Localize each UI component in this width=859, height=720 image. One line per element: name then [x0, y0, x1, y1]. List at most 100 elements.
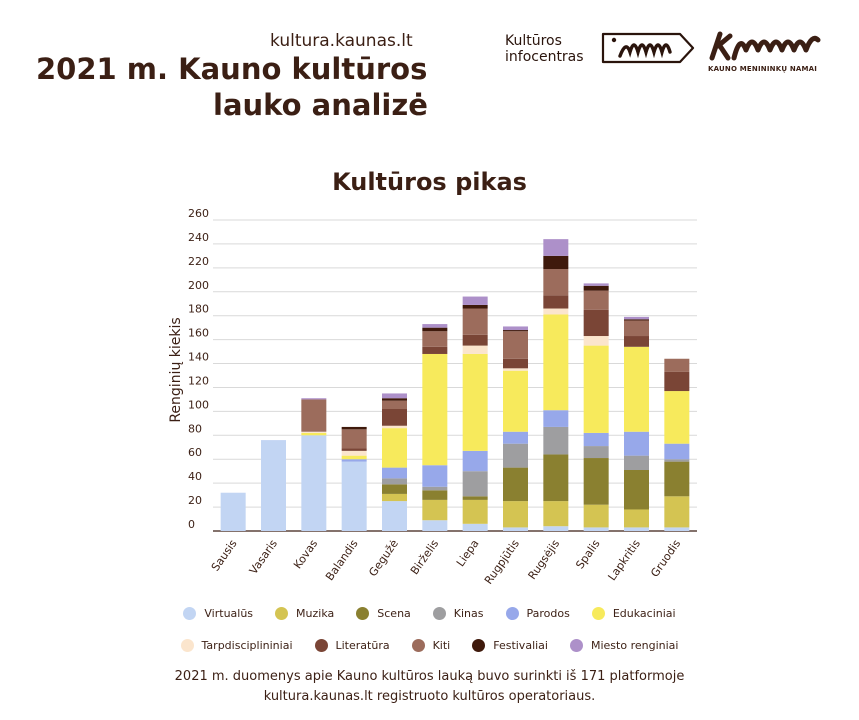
bar-segment: [543, 526, 569, 531]
legend-label: Kinas: [453, 607, 484, 620]
bar-segment: [341, 461, 367, 531]
x-tick-label: Balandis: [323, 537, 361, 583]
y-tick-label: 40: [188, 470, 202, 483]
bar-segment: [583, 458, 609, 505]
bar-segment: [624, 336, 649, 347]
legend-swatch: [180, 639, 194, 652]
legend-label: Parodos: [526, 607, 570, 620]
bar-segment: [382, 408, 407, 426]
bar-segment: [624, 346, 649, 432]
bar-segment: [382, 393, 407, 399]
legend-label: Muzika: [296, 607, 335, 620]
legend-item: Festivaliai: [472, 639, 548, 652]
bar-segment: [543, 410, 569, 427]
logo-info-line1: Kultūros: [505, 33, 562, 49]
bar-segment: [301, 431, 327, 433]
bar-segment: [543, 314, 569, 411]
site-url: kultura.kaunas.lt: [270, 31, 413, 51]
page-title-line2: lauko analizė: [213, 88, 428, 122]
kulturos-infocentras-logo-icon: [601, 32, 695, 64]
bar-segment: [664, 358, 690, 372]
bar-segment: [462, 353, 488, 451]
bar-segment: [664, 459, 690, 462]
bar-segment: [341, 455, 367, 460]
legend-swatch: [569, 639, 583, 652]
bar-segment: [624, 316, 649, 320]
bar-segment: [301, 435, 327, 531]
legend-swatch: [432, 607, 446, 620]
bar-segment: [583, 345, 609, 433]
bar-segment: [422, 499, 448, 521]
bar-segment: [664, 371, 690, 392]
bar-segment: [624, 320, 649, 337]
bar-segment: [382, 400, 407, 409]
x-tick-label: Kovas: [291, 537, 320, 571]
kauno-menininku-namai-logo-icon: [709, 31, 821, 61]
bar-segment: [462, 471, 488, 497]
legend-row-2: Tarpdisciplininiai Literatūra Kiti Festival…: [0, 639, 859, 652]
legend-label: Tarpdisciplininiai: [201, 639, 293, 652]
y-tick-label: 120: [188, 374, 209, 387]
bar-segment: [583, 432, 609, 447]
y-tick-label: 180: [188, 303, 209, 316]
legend-label: Virtualūs: [204, 607, 254, 620]
legend-label: Literatūra: [335, 639, 390, 652]
legend-swatch: [183, 607, 197, 620]
y-tick-label: 80: [188, 422, 202, 435]
bar-segment: [462, 523, 488, 531]
x-tick-label: Lapkritis: [605, 537, 643, 583]
x-tick-label: Birželis: [408, 537, 441, 577]
bar-segment: [341, 448, 367, 451]
bar-segment: [301, 432, 327, 436]
y-axis-label: Renginių kiekis: [168, 317, 184, 422]
legend-swatch: [472, 639, 486, 652]
bar-segment: [422, 465, 448, 487]
y-tick-label: 220: [188, 255, 209, 268]
bar-segment: [543, 501, 569, 527]
bar-segment: [382, 467, 407, 479]
bar-segment: [382, 398, 407, 401]
x-tick-label: Spalis: [573, 537, 602, 571]
footnote-line1: 2021 m. duomenys apie Kauno kultūros lau…: [174, 669, 685, 684]
bar-segment: [543, 426, 569, 455]
bar-segment: [462, 304, 488, 309]
bar-segment: [503, 330, 528, 332]
bar-segment: [382, 493, 407, 502]
legend-label: Scena: [377, 607, 411, 620]
bar-segment: [503, 326, 528, 331]
bar-segment: [583, 290, 609, 310]
bar-segment: [341, 426, 367, 430]
legend-swatch: [275, 607, 289, 620]
bar-segment: [341, 450, 367, 456]
kauno-menininku-namai-logo-text: KAUNO MENININKŲ NAMAI: [708, 65, 818, 73]
bar-segment: [301, 398, 327, 400]
y-tick-label: 100: [188, 398, 209, 411]
x-tick-label: Rugpjūtis: [482, 537, 522, 587]
y-tick-label: 260: [188, 207, 209, 220]
bar-segment: [664, 527, 690, 531]
bar-segment: [503, 368, 528, 371]
bar-segment: [261, 440, 286, 531]
bar-segment: [422, 486, 448, 491]
x-tick-label: Liepa: [454, 537, 482, 569]
legend-item: Kiti: [411, 639, 450, 652]
bar-segment: [583, 527, 609, 531]
kulturos-infocentras-logo-text: Kultūros infocentras: [505, 33, 584, 65]
legend-label: Festivaliai: [493, 639, 548, 652]
chart-title: Kultūros pikas: [332, 168, 527, 196]
bar-segment: [624, 319, 649, 321]
bar-segment: [583, 504, 609, 528]
stacked-bar-chart: 0 20 40 60 80 100 120 140 160 180 200 220 240 260 Sau…: [168, 207, 697, 587]
bar-segment: [422, 327, 448, 332]
legend-swatch: [314, 639, 328, 652]
bar-segment: [583, 309, 609, 337]
legend-swatch: [591, 607, 605, 620]
legend-swatch: [411, 639, 425, 652]
bar-segment: [583, 336, 609, 346]
y-tick-label: 140: [188, 351, 209, 364]
bar-segment: [462, 334, 488, 346]
bar-segment: [462, 496, 488, 500]
bar-segment: [543, 255, 569, 270]
legend-item: Parodos: [505, 607, 570, 620]
legend-label: Edukaciniai: [612, 607, 676, 620]
